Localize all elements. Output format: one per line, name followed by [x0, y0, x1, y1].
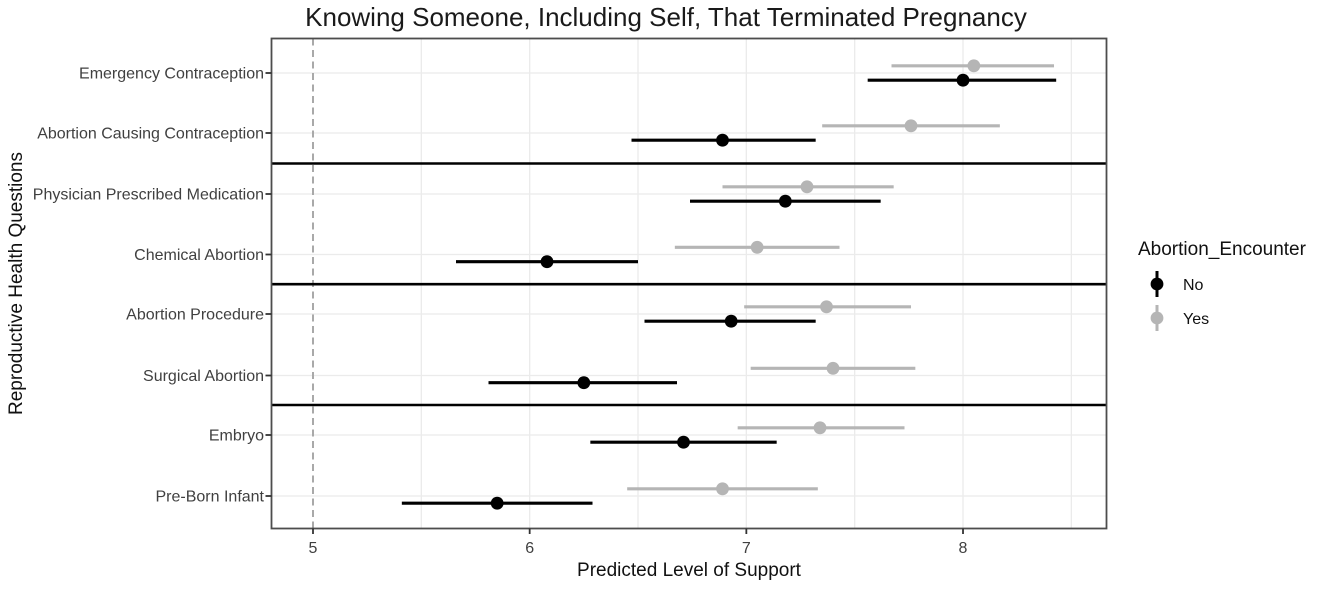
point-no — [577, 376, 591, 390]
point-no — [778, 194, 792, 208]
y-axis-label: Pre-Born Infant — [156, 489, 265, 506]
y-axis-label: Physician Prescribed Medication — [33, 187, 264, 204]
y-axis-title: Reproductive Health Questions — [6, 152, 27, 415]
point-yes — [750, 240, 764, 254]
point-no — [677, 435, 690, 449]
x-tick-label: 5 — [309, 540, 318, 557]
y-axis-label: Surgical Abortion — [143, 368, 264, 385]
y-axis-label: Abortion Procedure — [126, 307, 264, 324]
x-tick-label: 8 — [959, 540, 968, 557]
legend: Abortion_Encounter No Yes — [1138, 239, 1307, 331]
facet-separators — [271, 162, 1107, 407]
point-no — [540, 255, 554, 269]
legend-point-yes-icon — [1150, 311, 1164, 325]
legend-title: Abortion_Encounter — [1138, 239, 1307, 260]
chart-title: Knowing Someone, Including Self, That Te… — [305, 2, 1027, 32]
point-no — [724, 314, 738, 328]
legend-item-label: Yes — [1183, 311, 1209, 328]
panel-border — [270, 37, 1108, 530]
point-yes — [813, 421, 827, 435]
point-no — [716, 133, 729, 147]
pointranges — [401, 59, 1057, 510]
point-yes — [826, 361, 840, 375]
point-yes — [800, 180, 814, 194]
axis-ticks — [265, 72, 964, 534]
y-axis-label: Embryo — [209, 428, 264, 445]
point-yes — [716, 482, 729, 496]
point-no — [490, 496, 504, 510]
y-axis-label: Chemical Abortion — [134, 247, 264, 264]
y-axis-label: Emergency Contraception — [79, 66, 264, 83]
x-axis-title: Predicted Level of Support — [577, 560, 802, 581]
legend-point-no-icon — [1150, 277, 1164, 291]
point-yes — [820, 300, 833, 314]
legend-item: No — [1150, 271, 1204, 297]
x-tick-label: 6 — [525, 540, 534, 557]
legend-item-label: No — [1183, 277, 1204, 294]
point-no — [956, 73, 970, 87]
x-tick-label: 7 — [742, 540, 751, 557]
point-yes — [967, 59, 981, 73]
point-yes — [904, 119, 918, 133]
y-axis-label: Abortion Causing Contraception — [37, 126, 264, 143]
legend-item: Yes — [1150, 305, 1209, 331]
